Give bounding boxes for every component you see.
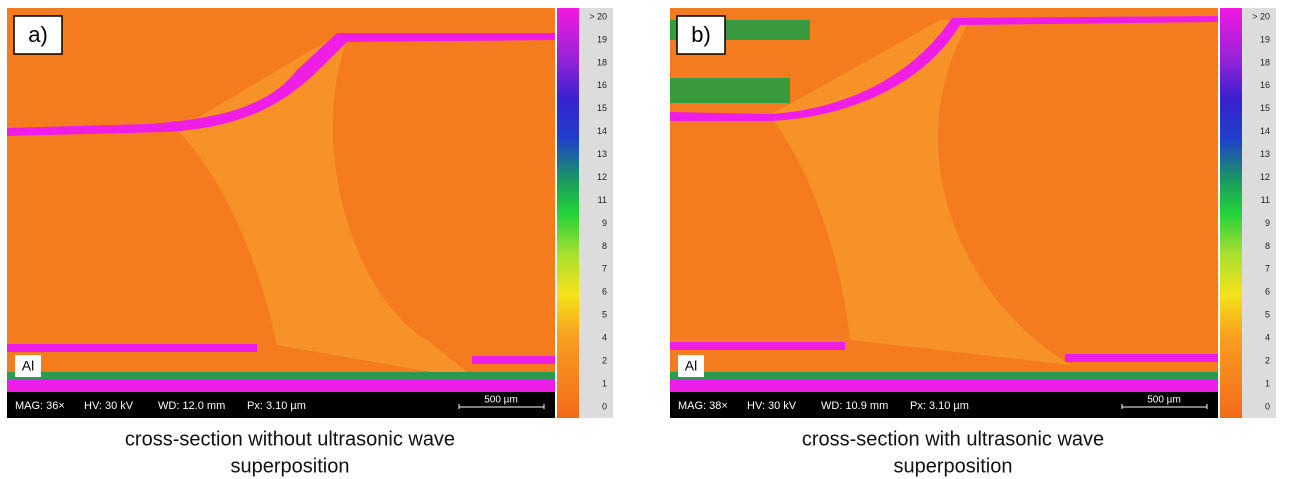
info-text: WD: 12.0 mm xyxy=(158,400,225,412)
substrate xyxy=(7,372,555,380)
substrate xyxy=(670,380,1218,392)
colorbar-tick-label: 12 xyxy=(1260,172,1270,182)
interface xyxy=(7,344,257,352)
colorbar-tick-label: 4 xyxy=(602,333,607,343)
substrate xyxy=(7,380,555,392)
colorbar-tick-label: 1 xyxy=(1265,378,1270,388)
colorbar-tick-label: 0 xyxy=(1265,401,1270,411)
interface xyxy=(670,342,845,350)
info-text: WD: 10.9 mm xyxy=(821,400,888,412)
colorbar-tick-label: 7 xyxy=(1265,264,1270,274)
material-label-box xyxy=(678,355,704,377)
scale-bar-label: 500 µm xyxy=(1147,395,1181,406)
interface xyxy=(670,16,1218,121)
colorbar-tick-label: 16 xyxy=(1260,80,1270,90)
colorbar-tick-label: 11 xyxy=(1261,195,1270,205)
scale-bar xyxy=(458,404,545,409)
info-text: HV: 30 kV xyxy=(747,400,797,412)
colorbar-tick-label: 7 xyxy=(602,264,607,274)
caption: cross-section without ultrasonic wave xyxy=(125,428,455,450)
caption: superposition xyxy=(231,455,350,477)
colorbar xyxy=(1220,8,1242,418)
scale-bar-label: 500 µm xyxy=(484,395,518,406)
panel-label-box xyxy=(13,15,63,55)
colorbar-tick-label: 8 xyxy=(602,241,607,251)
colorbar-tick-label: 19 xyxy=(597,34,607,44)
info-bar xyxy=(670,392,1218,418)
weld-zone xyxy=(177,35,477,380)
colorbar-tick-label: 4 xyxy=(1265,333,1270,343)
colorbar-tick-label: 14 xyxy=(1260,126,1270,136)
colorbar-tick-label: 14 xyxy=(597,126,607,136)
colorbar-tick-label: 18 xyxy=(597,57,607,67)
caption: cross-section with ultrasonic wave xyxy=(802,428,1104,450)
colorbar-tick-label: 8 xyxy=(1265,241,1270,251)
colorbar-tick-label: > 20 xyxy=(1252,11,1270,21)
colorbar-tick-label: 12 xyxy=(597,172,607,182)
colorbar-tick-label: 13 xyxy=(1260,149,1270,159)
interface xyxy=(1065,354,1218,362)
panel: b) Al MAG: 38× HV: 30 kV WD: 10.9 mm Px: 3.10… xyxy=(670,8,1276,477)
colorbar-tick-label: 6 xyxy=(1265,287,1270,297)
colorbar-tick-label: 2 xyxy=(602,355,607,365)
colorbar-tick-label: 16 xyxy=(597,80,607,90)
panel-label: a) xyxy=(28,22,48,47)
panel-label: b) xyxy=(691,22,711,47)
colorbar xyxy=(557,8,579,418)
colorbar-tick-label: 6 xyxy=(602,287,607,297)
panel: a) Al MAG: 36× HV: 30 kV WD: 12.0 mm Px: 3.10… xyxy=(7,8,613,477)
colorbar-tick-label: 1 xyxy=(602,378,607,388)
colorbar-tick-label: 9 xyxy=(1265,218,1270,228)
colorbar-bg xyxy=(1242,8,1276,418)
panel-label-box xyxy=(676,15,726,55)
info-text: HV: 30 kV xyxy=(84,400,134,412)
colorbar-tick-label: 15 xyxy=(1260,103,1270,113)
colorbar-tick-label: 18 xyxy=(1260,57,1270,67)
colorbar-tick-label: 2 xyxy=(1265,355,1270,365)
interface xyxy=(472,356,555,364)
info-text: MAG: 38× xyxy=(678,400,728,412)
colorbar-tick-label: 13 xyxy=(597,149,607,159)
colorbar-tick-label: 5 xyxy=(1265,310,1270,320)
scale-bar xyxy=(1121,404,1208,409)
info-text: Px: 3.10 µm xyxy=(247,400,306,412)
colorbar-tick-label: 19 xyxy=(1260,34,1270,44)
colorbar-tick-label: 11 xyxy=(598,195,607,205)
info-bar xyxy=(7,392,555,418)
colorbar-tick-label: 15 xyxy=(597,103,607,113)
info-text: Px: 3.10 µm xyxy=(910,400,969,412)
substrate xyxy=(670,372,1218,380)
colorbar-tick-label: 0 xyxy=(602,401,607,411)
colorbar-tick-label: > 20 xyxy=(589,11,607,21)
info-text: MAG: 36× xyxy=(15,400,65,412)
material-label: Al xyxy=(685,358,697,374)
interface xyxy=(670,78,790,103)
caption: superposition xyxy=(894,455,1013,477)
colorbar-bg xyxy=(579,8,613,418)
colorbar-tick-label: 5 xyxy=(602,310,607,320)
material-label-box xyxy=(15,355,41,377)
material-label: Al xyxy=(22,358,34,374)
colorbar-tick-label: 9 xyxy=(602,218,607,228)
